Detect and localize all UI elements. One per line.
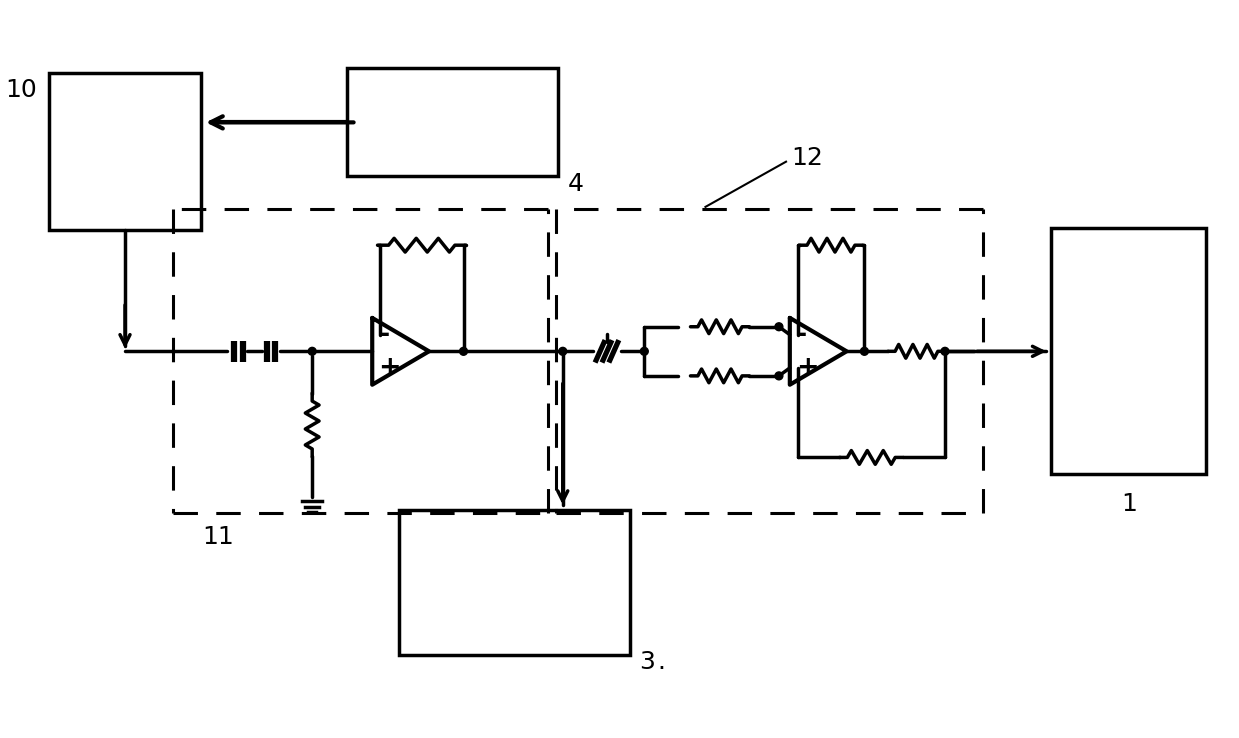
Circle shape — [774, 372, 783, 380]
Bar — [48, 73, 201, 230]
Text: -: - — [378, 322, 389, 348]
Circle shape — [860, 348, 869, 355]
Circle shape — [309, 348, 316, 355]
Text: 11: 11 — [202, 525, 234, 549]
Bar — [399, 509, 629, 655]
Text: 10: 10 — [5, 78, 37, 102]
Text: .: . — [657, 650, 665, 674]
Text: 4: 4 — [567, 171, 584, 196]
Text: +: + — [795, 355, 818, 381]
Circle shape — [942, 348, 949, 355]
Circle shape — [559, 348, 566, 355]
Text: 3: 3 — [639, 650, 655, 674]
Bar — [347, 69, 558, 176]
Circle shape — [641, 348, 648, 355]
Bar — [1051, 229, 1207, 474]
Text: -: - — [795, 322, 807, 348]
Text: 12: 12 — [790, 145, 823, 170]
Circle shape — [460, 348, 467, 355]
Text: +: + — [378, 355, 400, 381]
Circle shape — [774, 323, 783, 331]
Text: 1: 1 — [1121, 492, 1136, 516]
